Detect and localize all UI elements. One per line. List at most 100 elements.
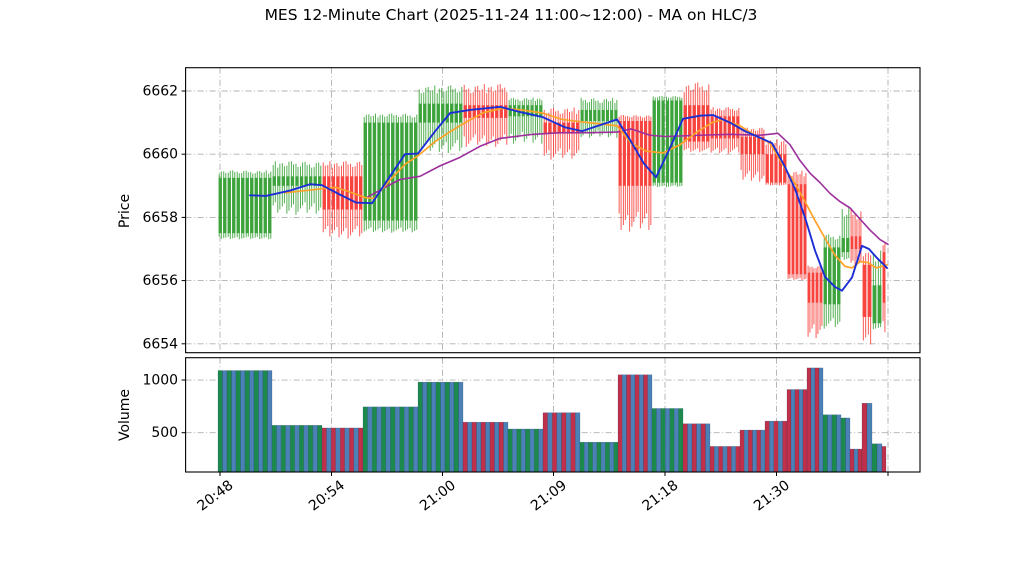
volume-bar-stripe <box>570 412 576 473</box>
candle-body-stripe <box>543 122 548 134</box>
candle-body-stripe <box>277 176 281 186</box>
candle-body-stripe <box>281 176 286 186</box>
ma-fast-line <box>249 105 888 292</box>
volume-bar-stripe <box>592 441 598 473</box>
candle-body-stripe <box>218 177 222 234</box>
candle-body-stripe <box>757 136 761 155</box>
candle-body-stripe <box>679 100 683 183</box>
candle-body-stripe <box>534 105 539 117</box>
candle-body-stripe <box>481 105 485 118</box>
candle-body-stripe <box>770 154 774 183</box>
volume-bar-stripe <box>321 427 327 473</box>
volume-bar-stripe <box>449 381 455 473</box>
volume-bar-stripe <box>440 381 446 473</box>
volume-bar-stripe <box>480 421 486 473</box>
volume-bar-stripe <box>317 425 323 473</box>
volume-bar-stripe <box>552 412 558 473</box>
candle-body-stripe <box>605 109 609 122</box>
price-tick-label: 6656 <box>142 273 178 289</box>
candle-body-stripe <box>795 184 799 275</box>
candle-body-stripe <box>414 122 418 221</box>
candle-body-stripe <box>665 100 670 183</box>
candle-body-stripe <box>589 109 593 122</box>
volume-bar-stripe <box>596 441 602 473</box>
volume-bar-stripe <box>371 406 377 473</box>
volume-bar-stripe <box>399 406 405 473</box>
candle-body-stripe <box>548 122 552 134</box>
x-tick-label: 21:18 <box>640 477 682 514</box>
candle-body-stripe <box>815 272 819 303</box>
volume-bar-stripe <box>353 427 359 473</box>
candle-body-stripe <box>761 136 765 155</box>
candle-body-stripe <box>423 103 427 123</box>
candle-body-stripe <box>723 116 727 139</box>
candle-body-stripe <box>432 103 436 123</box>
volume-bar-stripe <box>565 412 571 473</box>
candle-body-stripe <box>254 177 258 234</box>
volume-bar-stripe <box>836 414 842 473</box>
volume-bar-stripe <box>678 408 684 473</box>
volume-bar-stripe <box>267 370 273 473</box>
price-tick-label: 6662 <box>142 84 178 100</box>
volume-bar-stripe <box>866 402 873 473</box>
volume-bar-stripe <box>312 425 318 473</box>
volume-bar-stripe <box>665 408 670 473</box>
volume-bar-stripe <box>827 414 833 473</box>
candle-body-stripe <box>837 247 841 305</box>
volume-layer <box>217 367 887 473</box>
volume-bar-stripe <box>520 428 526 473</box>
candle-body-stripe <box>418 103 422 123</box>
ma-lines-layer <box>249 105 889 292</box>
volume-bar-stripe <box>444 381 450 473</box>
x-tick-label: 21:30 <box>751 477 793 514</box>
volume-bar-stripe <box>626 374 631 473</box>
candle-body-stripe <box>692 105 696 142</box>
volume-bar-stripe <box>556 412 562 473</box>
candle-body-stripe <box>575 122 580 134</box>
candle-body-stripe <box>706 105 710 142</box>
candle-body-stripe <box>259 177 263 234</box>
volume-bar-stripe <box>660 408 666 473</box>
price-panel-border <box>185 67 921 354</box>
volume-bar-stripe <box>687 423 693 473</box>
volume-bar-stripe <box>340 427 345 473</box>
volume-bar-stripe <box>547 412 553 473</box>
volume-bar-stripe <box>857 448 863 473</box>
volume-bar-stripe <box>861 402 868 473</box>
candle-body-stripe <box>748 136 752 155</box>
volume-bar-stripe <box>498 421 504 473</box>
volume-bar-stripe <box>534 428 539 473</box>
candle-body-stripe <box>841 237 845 253</box>
candle-body-stripe <box>858 236 862 249</box>
candle-body-stripe <box>340 176 345 210</box>
volume-bar-stripe <box>512 428 517 473</box>
volume-bar-stripe <box>503 421 509 473</box>
volume-bar-stripe <box>235 370 241 473</box>
volume-bar-stripe <box>367 406 373 473</box>
candle-body-stripe <box>372 122 377 221</box>
volume-bar-stripe <box>764 420 770 473</box>
candle-body-stripe <box>318 176 322 186</box>
volume-bar-stripe <box>613 441 619 473</box>
volume-bar-stripe <box>435 381 441 473</box>
candle-body-stripe <box>674 100 678 183</box>
volume-bar-stripe <box>651 408 657 473</box>
volume-bar-stripe <box>782 420 788 473</box>
volume-bar-stripe <box>778 420 783 473</box>
candle-body-stripe <box>807 272 811 303</box>
volume-bar-stripe <box>485 421 491 473</box>
candle-body-stripe <box>381 122 386 221</box>
volume-bar-stripe <box>790 389 796 473</box>
candle-body-stripe <box>468 105 472 118</box>
candle-body-stripe <box>290 176 295 186</box>
volume-bar-stripe <box>542 412 548 473</box>
volume-bar-stripe <box>794 389 800 473</box>
candle-body-stripe <box>571 122 575 134</box>
volume-bar-stripe <box>845 417 851 473</box>
volume-tick-label: 500 <box>151 425 178 441</box>
candle-body-stripe <box>740 136 744 155</box>
volume-bar-stripe <box>276 425 282 473</box>
volume-bar-stripe <box>507 428 513 473</box>
candle-body-stripe <box>744 136 748 155</box>
